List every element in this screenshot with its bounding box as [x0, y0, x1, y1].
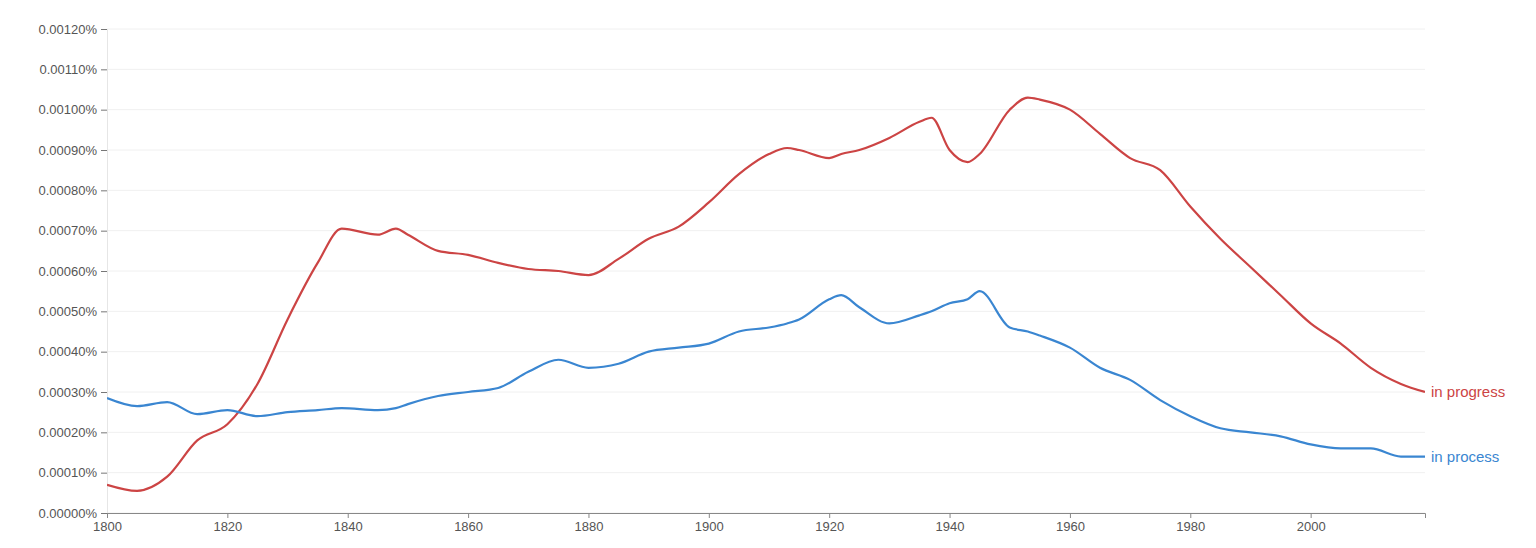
y-tick-label: 0.00050% [38, 304, 97, 319]
y-tick-mark [101, 69, 107, 70]
x-tick-label: 1920 [815, 519, 844, 534]
grid-line [107, 392, 1425, 393]
x-tick-label: 1900 [695, 519, 724, 534]
x-tick: 1820 [213, 513, 242, 534]
y-tick-label: 0.00010% [38, 465, 97, 480]
x-tick-mark [709, 513, 710, 518]
x-axis: 1800 1820 1840 1860 1880 1900 1920 1940 1960 1980… [93, 513, 1425, 534]
y-tick-mark [101, 473, 107, 474]
x-tick-mark [227, 513, 228, 518]
y-tick-label: 0.00100% [38, 102, 97, 117]
series-labels: in progress in process [1431, 383, 1505, 465]
x-tick-mark [950, 513, 951, 518]
x-tick: 1900 [695, 513, 724, 534]
series-label: in process [1431, 448, 1499, 465]
grid-line [107, 432, 1425, 433]
x-tick-mark [829, 513, 830, 518]
x-tick: 1800 [93, 513, 122, 534]
y-tick-mark [101, 432, 107, 433]
x-tick: 2000 [1297, 513, 1326, 534]
y-tick-label: 0.00110% [39, 62, 97, 77]
y-tick-label: 0.00080% [38, 183, 97, 198]
x-tick: 1960 [1056, 513, 1085, 534]
x-tick-mark [1190, 513, 1191, 518]
grid-line [107, 271, 1425, 272]
grid-line [107, 190, 1425, 191]
y-tick: 0.00110% [39, 62, 107, 77]
x-tick: 1860 [454, 513, 483, 534]
x-tick-mark [588, 513, 589, 518]
x-tick-mark [107, 513, 108, 518]
y-tick-label: 0.00120% [38, 22, 97, 37]
x-tick-mark [468, 513, 469, 518]
x-tick-label: 1960 [1056, 519, 1085, 534]
y-tick-mark [101, 352, 107, 353]
x-tick-label: 1940 [936, 519, 965, 534]
y-tick-label: 0.00030% [38, 385, 97, 400]
grid [107, 29, 1425, 513]
y-tick-label: 0.00020% [38, 425, 97, 440]
y-tick-mark [101, 190, 107, 191]
x-tick-mark [348, 513, 349, 518]
y-tick: 0.00100% [38, 102, 107, 117]
y-tick-label: 0.00000% [38, 506, 97, 521]
x-tick-label: 1860 [454, 519, 483, 534]
grid-line [107, 150, 1425, 151]
x-tick-label: 1880 [575, 519, 604, 534]
y-tick-mark [101, 311, 107, 312]
x-tick-label: 1820 [213, 519, 242, 534]
grid-line [107, 109, 1425, 110]
y-tick: 0.00010% [38, 465, 107, 480]
plot: 0.00000% 0.00010% 0.00020% 0.00030% 0.00040%… [38, 22, 1505, 535]
x-tick: 1940 [936, 513, 965, 534]
x-tick-label: 1840 [334, 519, 363, 534]
x-tick: 1980 [1176, 513, 1205, 534]
y-tick-mark [101, 231, 107, 232]
x-tick-label: 1980 [1176, 519, 1205, 534]
series-line [107, 98, 1425, 491]
y-tick-mark [101, 392, 107, 393]
chart: 0.00000% 0.00010% 0.00020% 0.00030% 0.00040%… [0, 0, 1536, 548]
x-tick-mark [1070, 513, 1071, 518]
x-tick: 1880 [575, 513, 604, 534]
x-tick-label: 2000 [1297, 519, 1326, 534]
grid-line [107, 311, 1425, 312]
y-tick: 0.00080% [38, 183, 107, 198]
series-line [107, 291, 1425, 456]
lines [107, 98, 1425, 491]
y-tick-label: 0.00040% [38, 344, 97, 359]
y-tick-mark [101, 29, 107, 30]
y-tick: 0.00060% [38, 264, 107, 279]
y-axis: 0.00000% 0.00010% 0.00020% 0.00030% 0.00040%… [38, 22, 107, 521]
x-axis-line [108, 514, 1426, 519]
y-tick-label: 0.00060% [38, 264, 97, 279]
grid-line [107, 29, 1425, 30]
x-tick: 1840 [334, 513, 363, 534]
y-tick: 0.00040% [38, 344, 107, 359]
y-tick: 0.00070% [38, 223, 107, 238]
y-tick: 0.00030% [38, 385, 107, 400]
grid-line [107, 230, 1425, 231]
y-tick: 0.00050% [38, 304, 107, 319]
grid-line [107, 69, 1425, 70]
grid-line [107, 351, 1425, 352]
y-tick: 0.00020% [38, 425, 107, 440]
y-tick-label: 0.00070% [38, 223, 97, 238]
x-tick-label: 1800 [93, 519, 122, 534]
y-tick-label: 0.00090% [38, 143, 97, 158]
y-axis-line [101, 30, 108, 514]
series-label: in progress [1431, 383, 1505, 400]
y-tick-mark [101, 150, 107, 151]
y-tick-mark [101, 513, 107, 514]
grid-line [107, 472, 1425, 473]
y-tick-mark [101, 110, 107, 111]
x-tick-mark [1311, 513, 1312, 518]
x-tick: 1920 [815, 513, 844, 534]
y-tick: 0.00120% [38, 22, 107, 37]
y-tick-mark [101, 271, 107, 272]
y-tick: 0.00090% [38, 143, 107, 158]
